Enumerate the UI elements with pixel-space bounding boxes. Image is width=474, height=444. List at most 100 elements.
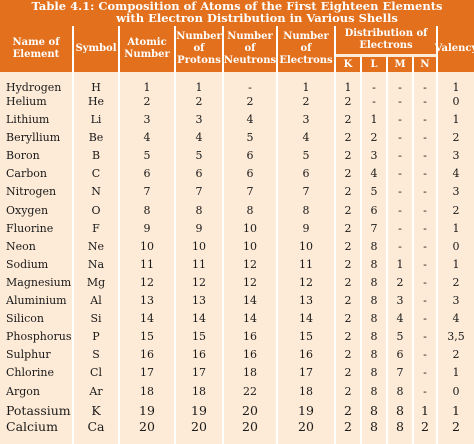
cell-atomic: 14 (140, 312, 154, 325)
cell-symbol: Mg (86, 276, 106, 289)
cell-neutrons: 10 (243, 222, 257, 235)
table-row: Silicon Si 14 14 14 14 2 8 4 - 4 (0, 310, 474, 328)
column-divider (222, 26, 224, 444)
cell-n: - (423, 204, 427, 217)
cell-atomic: 15 (140, 330, 154, 343)
cell-k: 2 (344, 167, 352, 180)
cell-n: 2 (421, 419, 429, 434)
cell-l: 8 (370, 240, 378, 253)
cell-neutrons: 6 (246, 167, 254, 180)
cell-symbol: Ar (89, 385, 103, 398)
cell-valency: 1 (452, 222, 460, 235)
cell-n: - (423, 240, 427, 253)
cell-symbol: Li (90, 113, 102, 126)
cell-k: 2 (344, 419, 352, 434)
cell-valency: 1 (452, 81, 460, 94)
cell-protons: 2 (195, 95, 203, 108)
cell-m: 6 (396, 348, 404, 361)
cell-atomic: 3 (143, 113, 151, 126)
cell-name: Chlorine (6, 366, 55, 379)
cell-electrons: 13 (299, 294, 313, 307)
cell-name: Hydrogen (6, 81, 62, 94)
cell-valency: 0 (452, 95, 460, 108)
cell-symbol: F (92, 222, 100, 235)
cell-name: Magnesium (6, 276, 72, 289)
cell-atomic: 4 (143, 131, 151, 144)
cell-protons: 6 (195, 167, 203, 180)
cell-k: 2 (344, 330, 352, 343)
cell-protons: 17 (192, 366, 206, 379)
cell-valency: 2 (452, 131, 460, 144)
cell-neutrons: 2 (246, 95, 254, 108)
cell-neutrons: 7 (246, 185, 254, 198)
cell-atomic: 7 (143, 185, 151, 198)
cell-k: 2 (344, 385, 352, 398)
header-protons: Number of Protons (176, 26, 222, 72)
cell-neutrons: 8 (246, 204, 254, 217)
cell-neutrons: 10 (243, 240, 257, 253)
table-row: Sodium Na 11 11 12 11 2 8 1 - 1 (0, 256, 474, 274)
table-row: Phosphorus P 15 15 16 15 2 8 5 - 3,5 (0, 328, 474, 346)
cell-electrons: 16 (299, 348, 313, 361)
cell-atomic: 8 (143, 204, 151, 217)
cell-k: 2 (344, 95, 352, 108)
cell-k: 2 (344, 348, 352, 361)
table-title: Table 4.1: Composition of Atoms of the F… (0, 0, 474, 26)
column-divider (174, 26, 176, 444)
cell-symbol: Cl (90, 366, 102, 379)
cell-neutrons: 16 (243, 330, 257, 343)
cell-m: - (398, 131, 402, 144)
cell-symbol: Ne (87, 240, 105, 253)
table-row: Neon Ne 10 10 10 10 2 8 - - 0 (0, 238, 474, 256)
cell-symbol: Si (90, 312, 102, 325)
cell-l: - (372, 95, 376, 108)
cell-name: Calcium (6, 419, 58, 434)
cell-m: 8 (396, 419, 404, 434)
cell-l: 8 (370, 276, 378, 289)
cell-neutrons: 6 (246, 149, 254, 162)
cell-l: 5 (370, 185, 378, 198)
cell-name: Fluorine (6, 222, 54, 235)
header-valency: Valency (435, 26, 474, 72)
cell-k: 2 (344, 204, 352, 217)
table-row: Argon Ar 18 18 22 18 2 8 8 - 0 (0, 383, 474, 401)
cell-protons: 16 (192, 348, 206, 361)
cell-m: - (398, 167, 402, 180)
cell-symbol: S (92, 348, 100, 361)
cell-l: 8 (370, 366, 378, 379)
cell-l: 8 (370, 385, 378, 398)
column-divider (276, 26, 278, 444)
cell-k: 2 (344, 258, 352, 271)
cell-name: Argon (6, 385, 40, 398)
cell-protons: 13 (192, 294, 206, 307)
cell-n: - (423, 366, 427, 379)
cell-neutrons: 16 (243, 348, 257, 361)
cell-name: Oxygen (6, 204, 49, 217)
table-row: Sulphur S 16 16 16 16 2 8 6 - 2 (0, 346, 474, 364)
cell-l: 8 (370, 330, 378, 343)
cell-electrons: 4 (302, 131, 310, 144)
cell-valency: 4 (452, 312, 460, 325)
column-divider (118, 26, 120, 444)
cell-valency: 1 (452, 366, 460, 379)
cell-symbol: Ca (87, 419, 105, 434)
cell-atomic: 16 (140, 348, 154, 361)
cell-m: 1 (396, 258, 404, 271)
cell-l: 8 (370, 312, 378, 325)
table-row: Beryllium Be 4 4 5 4 2 2 - - 2 (0, 129, 474, 147)
cell-valency: 0 (452, 240, 460, 253)
cell-electrons: 17 (299, 366, 313, 379)
cell-m: - (398, 113, 402, 126)
cell-valency: 2 (452, 204, 460, 217)
cell-k: 2 (344, 222, 352, 235)
cell-name: Carbon (6, 167, 47, 180)
header-neutrons: Number of Neutrons (224, 26, 276, 72)
cell-protons: 20 (191, 419, 207, 434)
cell-symbol: K (91, 403, 101, 418)
column-divider (360, 57, 362, 444)
cell-n: - (423, 95, 427, 108)
cell-protons: 12 (192, 276, 206, 289)
cell-neutrons: 5 (246, 131, 254, 144)
cell-n: - (423, 385, 427, 398)
cell-m: 8 (396, 403, 404, 418)
